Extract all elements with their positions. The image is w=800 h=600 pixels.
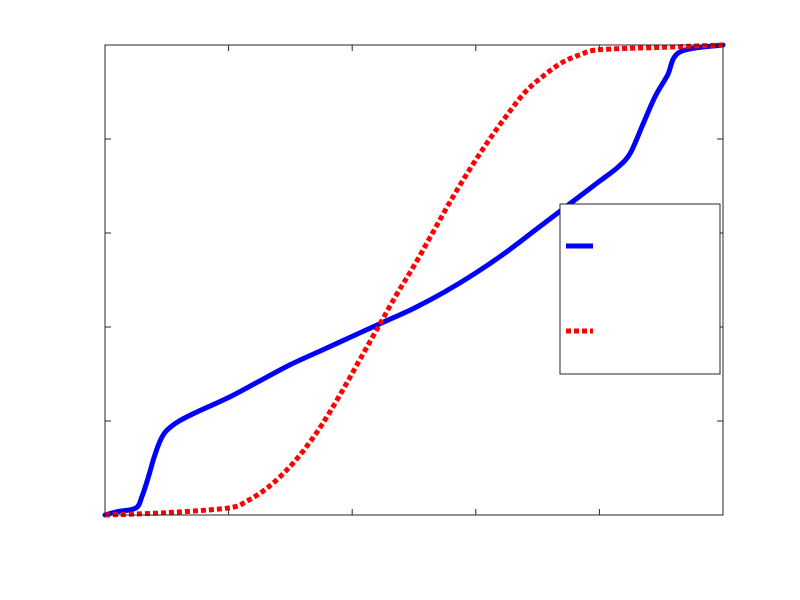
legend-entries: [566, 243, 593, 334]
legend: [559, 203, 721, 375]
series-layer: [102, 42, 726, 518]
tick-layer: [104, 44, 724, 516]
series-2-line: [104, 42, 724, 518]
axes-box: [104, 44, 724, 516]
legend-box: [559, 203, 721, 375]
series-1-line: [102, 42, 726, 518]
